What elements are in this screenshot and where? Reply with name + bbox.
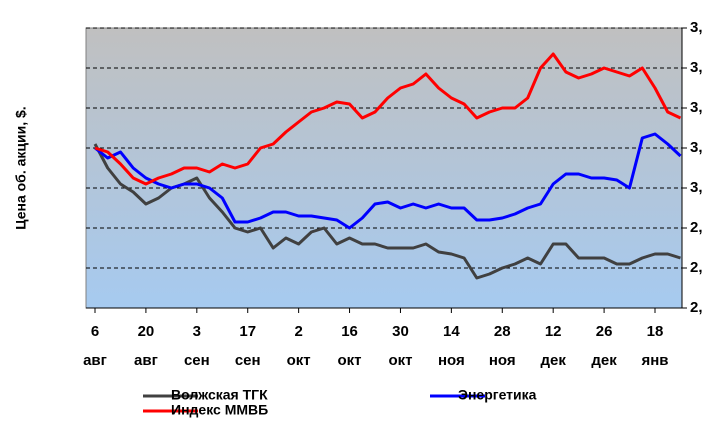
x-tick-label: 14	[443, 323, 460, 340]
x-tick-label: 20	[138, 323, 155, 340]
x-tick-label: 3	[193, 323, 201, 340]
x-tick-label: 26	[596, 323, 613, 340]
legend-label: Энергетика	[458, 387, 537, 403]
series-line	[93, 143, 681, 280]
y-tick-label: 3,6	[690, 59, 702, 76]
x-tick-label: 18	[647, 323, 664, 340]
x-tick-label: 16	[341, 323, 358, 340]
x-tick-label-month: дек	[591, 352, 617, 369]
y-tick-label: 3,0	[690, 179, 702, 196]
x-tick-label-month: дек	[540, 352, 566, 369]
y-tick-label: 3,8	[690, 19, 702, 36]
x-tick-label-month: сен	[235, 352, 261, 369]
y-tick-label: 2,4	[690, 299, 702, 316]
x-tick-label-month: янв	[641, 352, 668, 369]
series-line	[94, 52, 682, 186]
x-tick-label-month: сен	[184, 352, 210, 369]
series-line	[94, 132, 682, 230]
x-tick-label-month: ноя	[489, 352, 516, 369]
y-tick-label: 2,6	[690, 259, 702, 276]
x-tick-label-month: окт	[287, 352, 311, 369]
x-tick-label-month: ноя	[438, 352, 465, 369]
x-tick-label-month: окт	[338, 352, 362, 369]
legend-label: Волжская ТГК	[171, 387, 268, 403]
y-tick-label: 3,4	[690, 99, 702, 116]
x-tick-label: 12	[545, 323, 562, 340]
x-tick-label: 6	[91, 323, 99, 340]
y-axis-label: Цена об. акции, $.	[13, 106, 29, 229]
x-tick-label-month: авг	[83, 352, 107, 369]
x-tick-label: 17	[239, 323, 256, 340]
x-tick-label: 30	[392, 323, 409, 340]
legend-label: Индекс ММВБ	[171, 402, 268, 418]
plot-area	[85, 27, 683, 309]
x-tick-label: 2	[294, 323, 302, 340]
x-tick-label-month: окт	[388, 352, 412, 369]
x-tick-label: 28	[494, 323, 511, 340]
y-tick-label: 2,8	[690, 219, 702, 236]
y-tick-label: 3,2	[690, 139, 702, 156]
x-tick-label-month: авг	[134, 352, 158, 369]
